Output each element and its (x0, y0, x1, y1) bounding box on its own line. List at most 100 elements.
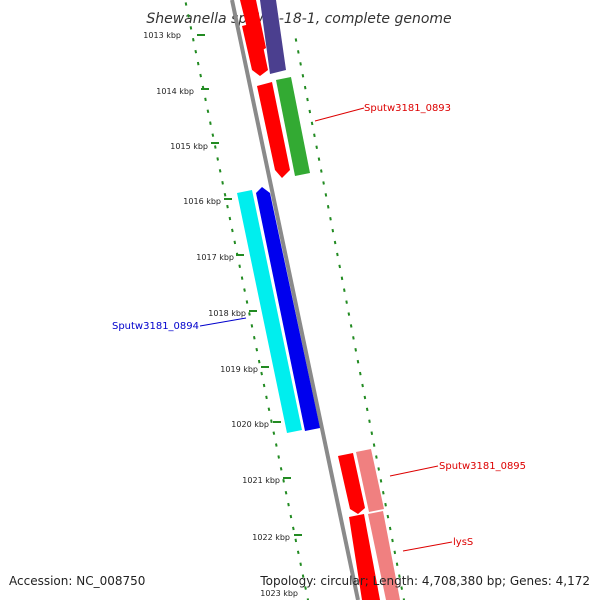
gc-track-dash-right (402, 598, 406, 600)
tick-label: 1022 kbp (252, 533, 290, 542)
tick-label: 1015 kbp (170, 142, 208, 151)
gc-track-dash-left (209, 121, 212, 125)
gc-track-dash-right (361, 383, 364, 388)
cds-pink-lyss[interactable] (368, 511, 400, 600)
cds-blue-0894[interactable] (256, 187, 320, 431)
gc-track-dash-right (322, 181, 325, 185)
accession-label: Accession: NC_008750 (9, 574, 146, 588)
gc-track-dash-left (218, 169, 222, 173)
gc-track-dash-left (272, 431, 276, 435)
gc-track-dash-left (194, 49, 198, 54)
gene-label-sputw3181-0895[interactable]: Sputw3181_0895 (439, 461, 526, 472)
gc-track-dash-left (240, 276, 244, 280)
gc-track-dash-left (267, 407, 271, 412)
gc-track-dash-left (196, 61, 200, 66)
gc-track-dash-right (308, 109, 312, 114)
cds-cyan-0894[interactable] (237, 190, 302, 433)
gc-track-dash-left (238, 264, 241, 268)
gc-track-dash-right (310, 121, 314, 126)
gc-track-dash-left (214, 145, 217, 149)
gc-track-dash-right (299, 62, 302, 66)
gc-track-dash-right (331, 228, 335, 233)
cds-red-lyss[interactable] (349, 514, 380, 600)
gc-track-dash-right (345, 300, 348, 304)
gc-track-dash-left (262, 383, 266, 388)
gene-labels: Sputw3181_0893 Sputw3181_0894 Sputw3181_… (112, 103, 526, 548)
cds-top-purple[interactable] (260, 0, 286, 74)
gc-track-dash-right (400, 586, 403, 590)
gc-track-dash-left (184, 2, 188, 6)
gene-label-sputw3181-0894[interactable]: Sputw3181_0894 (112, 321, 199, 332)
cds-pink-0895[interactable] (356, 449, 384, 512)
tick-label: 1023 kbp (260, 589, 298, 598)
gc-track-dash-right (365, 407, 369, 412)
gc-track-dash-right (393, 550, 397, 555)
gc-track-dash-left (296, 550, 300, 555)
gc-track-dash-right (388, 526, 392, 531)
feature-top (240, 0, 286, 76)
gc-track-dash-right (384, 502, 387, 507)
gc-track-dash-right (359, 371, 362, 376)
gc-track-dash-right (386, 514, 390, 519)
gc-track-dash-left (304, 586, 307, 590)
tick-label: 1017 kbp (196, 253, 234, 262)
gene-label-sputw3181-0893[interactable]: Sputw3181_0893 (364, 103, 451, 114)
cds-green-0893[interactable] (276, 77, 310, 176)
kbp-tick-marks: 1013 kbp 1014 kbp 1015 kbp 1016 kbp 1017… (143, 31, 302, 598)
gc-track-dash-left (204, 97, 207, 102)
gc-track-dash-left (211, 133, 215, 137)
cds-red-0893[interactable] (257, 82, 290, 178)
tick-label: 1016 kbp (183, 197, 221, 206)
gene-label-lyss[interactable]: lysS (453, 537, 473, 548)
gc-track-dash-left (189, 26, 193, 30)
gc-track-dash-right (368, 419, 371, 423)
leader-line-0894 (199, 317, 247, 327)
gc-track-dash-right (375, 455, 378, 459)
gc-track-dash-left (292, 526, 295, 531)
gene-group-0893 (257, 77, 310, 178)
gc-track-dash-left (245, 300, 249, 304)
gc-track-dash-left (199, 73, 202, 78)
cds-red-1[interactable] (242, 22, 268, 76)
gc-track-dash-left (265, 395, 268, 400)
gc-track-dash-right (301, 74, 305, 78)
gc-track-dash-left (306, 598, 310, 600)
gc-track-dash-left (243, 288, 246, 292)
cds-red-0895[interactable] (338, 453, 365, 514)
gene-group-lyss (349, 511, 400, 600)
gc-track-dash-left (231, 228, 234, 233)
gc-track-dash-right (315, 145, 318, 149)
gc-track-dash-left (260, 371, 263, 376)
gene-leader-lines (199, 107, 453, 552)
gc-track-dash-right (297, 50, 300, 54)
gc-track-dash-left (257, 359, 261, 364)
gc-track-dash-right (313, 133, 316, 138)
gc-track-dash-right (324, 193, 328, 197)
gc-track-dash-left (284, 490, 288, 495)
gc-track-dash-right (398, 574, 401, 578)
gc-track-dash-left (221, 181, 224, 185)
gc-track-dash-right (306, 97, 309, 102)
gc-track-dash-right (377, 467, 380, 471)
gc-track-dash-right (382, 491, 385, 495)
gc-track-dash-right (333, 240, 337, 245)
gc-track-dash-right (303, 85, 307, 90)
gc-track-dash-left (223, 192, 227, 197)
gc-track-dash-right (391, 538, 394, 543)
gc-track-dash-right (329, 217, 332, 221)
genome-title: Shewanella sp. W3-18-1, complete genome (146, 11, 451, 27)
gc-track-dash-right (326, 205, 330, 209)
leader-line-0893 (314, 107, 365, 122)
gc-track-dash-left (250, 324, 254, 328)
gc-track-dash-left (270, 419, 273, 423)
gc-track-dash-left (275, 443, 278, 447)
genome-backbone (230, 0, 360, 600)
tick-label: 1014 kbp (156, 87, 194, 96)
gc-track-dash-left (248, 312, 251, 316)
gc-track-dash-right (356, 359, 360, 364)
gc-track-dash-left (255, 347, 259, 352)
gc-track-dash-right (343, 288, 346, 292)
gc-track-dash-right (370, 431, 374, 435)
gc-track-dash-right (320, 169, 323, 173)
